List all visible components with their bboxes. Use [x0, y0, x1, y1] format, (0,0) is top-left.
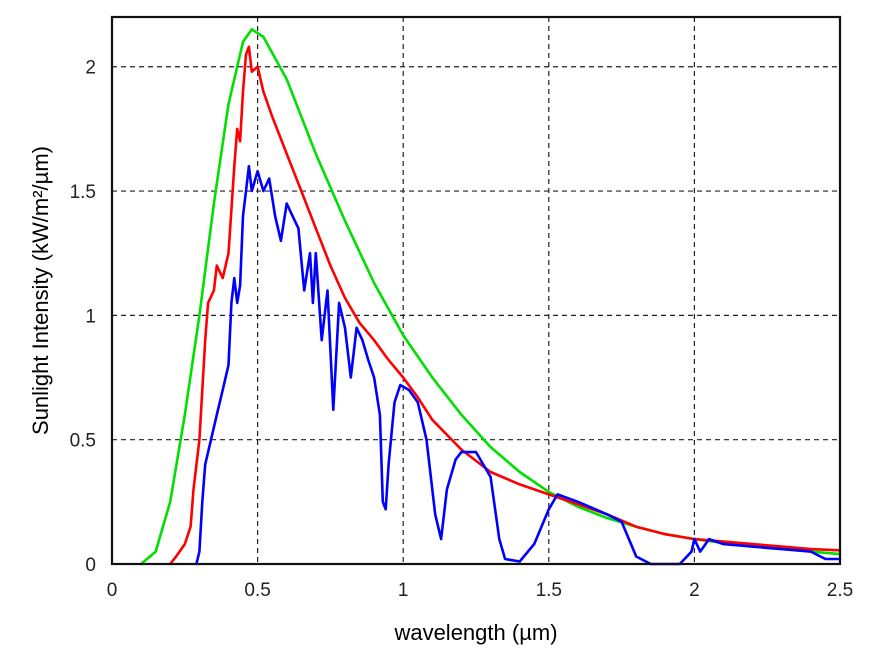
y-tick-label: 1.5 [70, 182, 96, 203]
x-tick-label: 0.5 [244, 580, 270, 601]
y-tick-label: 2 [85, 58, 96, 79]
x-tick-label: 2.5 [827, 580, 853, 601]
x-axis-title: wavelength (µm) [393, 620, 557, 645]
x-tick-label: 0 [107, 580, 118, 601]
y-axis-title: Sunlight Intensity (kW/m²/µm) [28, 146, 53, 435]
y-tick-label: 1 [85, 306, 96, 327]
series-line-1 [168, 45, 842, 566]
series-line-2 [195, 164, 842, 566]
series-layer [139, 28, 842, 566]
x-tick-label: 2 [689, 580, 700, 601]
plot-frame [110, 15, 842, 566]
x-tick-label: 1.5 [536, 580, 562, 601]
grid-lines [112, 17, 840, 564]
y-tick-label: 0.5 [70, 431, 96, 452]
x-tick-label: 1 [398, 580, 409, 601]
tick-labels: 0 0.5 1 1.5 2 2.5 0 0.5 1 1.5 2 [70, 58, 854, 601]
y-tick-label: 0 [85, 555, 96, 576]
